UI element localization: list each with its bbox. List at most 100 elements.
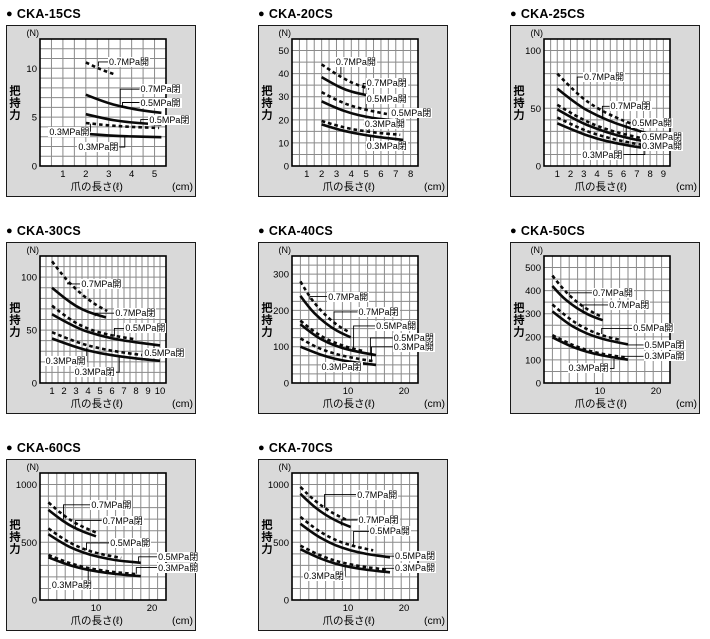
y-tick-label: 0 — [284, 596, 289, 607]
curve-solid — [551, 310, 629, 346]
label-leader-line — [115, 356, 120, 373]
y-tick-label: 0 — [32, 162, 37, 173]
x-tick-label: 10 — [343, 386, 354, 397]
curve-label: 0.3MPa閉 — [320, 362, 363, 373]
curve-dashed — [299, 319, 366, 353]
x-tick-label: 6 — [621, 169, 626, 180]
x-axis-label: 爪の長さ(ℓ) — [71, 615, 123, 627]
x-tick-label: 10 — [595, 386, 606, 397]
chart-panel-cka-60cs: ● CKA-60CS (N) 0 500 1000 10 20 爪の長さ(ℓ) (cm) 把持力 0.… — [6, 440, 200, 631]
label-leader-line — [340, 519, 358, 526]
curve-solid — [47, 533, 141, 565]
curve-dashed — [50, 260, 108, 313]
label-leader-line — [371, 346, 393, 361]
curve-label: 0.5MPa開 — [365, 93, 408, 104]
chart-model-label: CKA-60CS — [16, 441, 81, 455]
curve-label: 0.5MPa閉 — [641, 132, 684, 143]
curve-label: 0.7MPa閉 — [101, 515, 144, 526]
y-tick-label: 300 — [525, 309, 541, 320]
y-axis-label-char: 持 — [10, 96, 21, 110]
label-leader-line — [333, 311, 358, 329]
curve-dashed — [51, 331, 143, 357]
y-tick-label: 200 — [273, 306, 289, 317]
y-tick-label: 100 — [525, 46, 541, 57]
x-tick-label: 4 — [85, 386, 90, 397]
label-leader-line — [86, 542, 110, 551]
label-leader-line — [383, 567, 395, 570]
y-axis-label-char: 力 — [262, 108, 273, 122]
label-leader-line — [135, 567, 158, 574]
curve-dashed — [47, 501, 97, 534]
label-leader-line — [576, 76, 584, 95]
y-axis-label-char: 持 — [10, 313, 21, 327]
y-tick-label: 10 — [26, 64, 37, 75]
x-tick-label: 20 — [399, 386, 410, 397]
curve-label: 0.5MPa閉 — [390, 108, 433, 119]
curve-label: 0.7MPa閉 — [139, 84, 182, 95]
x-unit-label: (cm) — [424, 181, 445, 193]
curve-solid — [47, 508, 97, 538]
x-tick-label: 4 — [594, 169, 599, 180]
y-tick-label: 0 — [284, 379, 289, 390]
chart-model-label: CKA-50CS — [520, 224, 585, 238]
chart-box: (N) 0 500 1000 10 20 爪の長さ(ℓ) (cm) 把持力 0.7MPa開 0.7M… — [258, 459, 448, 631]
y-axis-label-char: 把 — [514, 84, 525, 98]
y-axis-label-char: 把 — [262, 84, 273, 98]
curve-dashed — [299, 485, 349, 522]
chart-box: (N) 0 100 200 300 10 20 爪の長さ(ℓ) (cm) 把持力 0.7MPa開 0.… — [258, 242, 448, 414]
x-tick-label: 7 — [393, 169, 398, 180]
curve-label: 0.3MPa開 — [157, 562, 200, 573]
curve-label: 0.3MPa開 — [48, 126, 91, 137]
label-leader-line — [309, 296, 328, 300]
curve-dashed — [551, 274, 601, 318]
y-unit-label: (N) — [27, 245, 40, 255]
x-axis-label: 爪の長さ(ℓ) — [323, 398, 375, 410]
curve-label: 0.7MPa開 — [90, 499, 133, 510]
y-tick-label: 0 — [32, 379, 37, 390]
y-tick-label: 100 — [21, 273, 37, 284]
x-tick-label: 5 — [152, 169, 157, 180]
x-tick-label: 4 — [129, 169, 134, 180]
curve-label: 0.3MPa閉 — [567, 363, 610, 374]
chart-model-label: CKA-20CS — [268, 7, 333, 21]
y-axis-label-char: 力 — [262, 542, 273, 556]
chart-title: ● CKA-70CS — [258, 440, 448, 457]
x-tick-label: 5 — [608, 169, 613, 180]
curve-solid — [320, 75, 370, 97]
curve-label: 0.7MPa閉 — [114, 308, 157, 319]
label-leader-line — [353, 325, 376, 349]
curve-label: 0.3MPa閉 — [302, 570, 345, 581]
x-tick-label: 10 — [91, 603, 102, 614]
y-unit-label: (N) — [279, 462, 292, 472]
x-unit-label: (cm) — [676, 181, 697, 193]
y-tick-label: 400 — [525, 286, 541, 297]
y-axis-label-char: 持 — [514, 96, 525, 110]
y-tick-label: 5 — [32, 113, 37, 124]
curve-label: 0.3MPa開 — [641, 141, 684, 152]
x-axis-label: 爪の長さ(ℓ) — [575, 398, 627, 410]
y-axis-label-char: 力 — [514, 108, 525, 122]
y-tick-label: 500 — [525, 263, 541, 274]
curve-dashed — [47, 553, 139, 576]
y-tick-label: 10 — [278, 138, 289, 149]
y-tick-label: 300 — [273, 270, 289, 281]
y-unit-label: (N) — [531, 28, 544, 38]
curve-dashed — [320, 90, 388, 116]
bullet-icon: ● — [6, 225, 13, 237]
curve-label: 0.7MPa開 — [356, 489, 399, 500]
x-tick-label: 7 — [634, 169, 639, 180]
label-leader-line — [625, 344, 644, 346]
chart-box: (N) 0 50 100 1 2 3 4 5 6 7 8 9 10 爪の長さ(ℓ) (cm) 把持力 0.7MPa… — [6, 242, 196, 414]
chart-panel-cka-70cs: ● CKA-70CS (N) 0 500 1000 10 20 爪の長さ(ℓ) (cm) 把持力 0.… — [258, 440, 448, 631]
x-tick-label: 20 — [399, 603, 410, 614]
y-tick-label: 30 — [278, 92, 289, 103]
y-tick-label: 0 — [284, 162, 289, 173]
chart-box: (N) 0 100 200 300 400 500 10 20 爪の長さ(ℓ) (cm) 把持力 0.7… — [510, 242, 700, 414]
label-leader-line — [362, 82, 366, 95]
curve-label: 0.5MPa開 — [109, 537, 152, 548]
bullet-icon: ● — [258, 225, 265, 237]
chart-model-label: CKA-40CS — [268, 224, 333, 238]
chart-title: ● CKA-40CS — [258, 223, 448, 240]
y-tick-label: 100 — [273, 342, 289, 353]
y-tick-label: 200 — [525, 332, 541, 343]
